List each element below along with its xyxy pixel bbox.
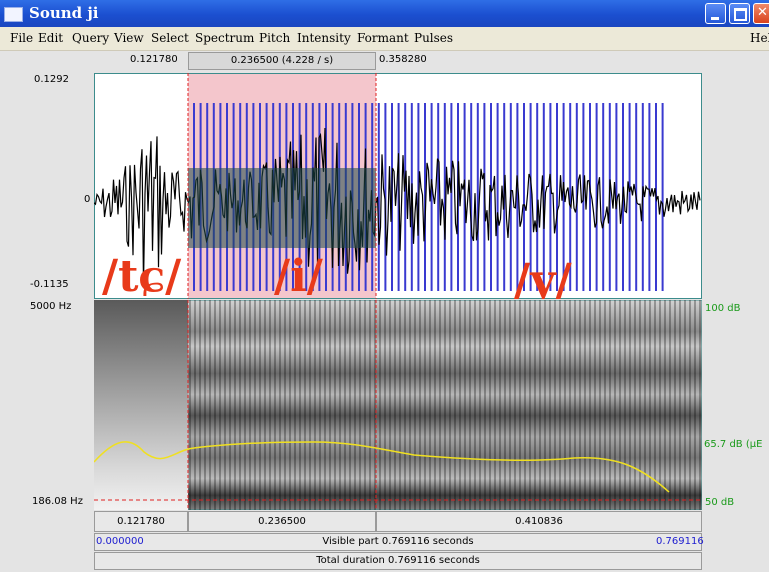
waveform-view[interactable]: /tɕ/ /i/ /y/ [94,73,702,299]
wave-zero-label: 0 [84,194,91,205]
menu-view[interactable]: View [114,31,144,45]
window-title: Sound ji [29,4,99,22]
window-icon [4,7,23,22]
freq-top-label: 5000 Hz [30,301,72,312]
annotation-i: /i/ [274,251,324,299]
menu-pitch[interactable]: Pitch [259,31,291,45]
bottom-seg-right[interactable]: 0.410836 [376,511,702,532]
bottom-seg-left[interactable]: 0.121780 [94,511,188,532]
menu-help[interactable]: Hel [750,31,769,45]
wave-ymax-label: 0.1292 [34,74,69,85]
menu-edit[interactable]: Edit [38,31,64,45]
db-top-label: 100 dB [705,303,741,314]
menu-select[interactable]: Select [151,31,189,45]
intensity-curve [94,441,670,493]
title-bar: Sound ji [0,0,769,27]
visible-part-label: Visible part 0.769116 seconds [322,536,474,547]
pitch-value-label: 186.08 Hz [32,496,83,507]
selection-duration-box[interactable]: 0.236500 (4.228 / s) [188,52,376,70]
wave-ymin-label: -0.1135 [30,279,69,290]
visible-start-label: 0.000000 [96,536,144,547]
db-mid-label: 65.7 dB (µE [704,439,763,450]
visible-end-label: 0.769116 [656,536,704,547]
minimize-button[interactable] [705,3,726,24]
close-button[interactable] [753,3,769,24]
annotation-tc: /tɕ/ [102,251,182,299]
menu-intensity[interactable]: Intensity [297,31,351,45]
maximize-button[interactable] [729,3,750,24]
selection-end-label: 0.358280 [379,54,427,65]
menu-file[interactable]: File [10,31,34,45]
db-bottom-label: 50 dB [705,497,735,508]
annotation-y: /y/ [514,255,573,299]
menu-pulses[interactable]: Pulses [414,31,454,45]
selection-start-label: 0.121780 [130,54,178,65]
visible-part-bar[interactable]: Visible part 0.769116 seconds [94,533,702,551]
menu-query[interactable]: Query [72,31,110,45]
bottom-seg-mid[interactable]: 0.236500 [188,511,376,532]
spectrogram-view[interactable] [94,300,702,510]
menu-spectrum[interactable]: Spectrum [195,31,255,45]
menu-bar: File Edit Query View Select Spectrum Pit… [0,27,769,51]
total-duration-bar[interactable]: Total duration 0.769116 seconds [94,552,702,570]
menu-formant[interactable]: Formant [357,31,409,45]
